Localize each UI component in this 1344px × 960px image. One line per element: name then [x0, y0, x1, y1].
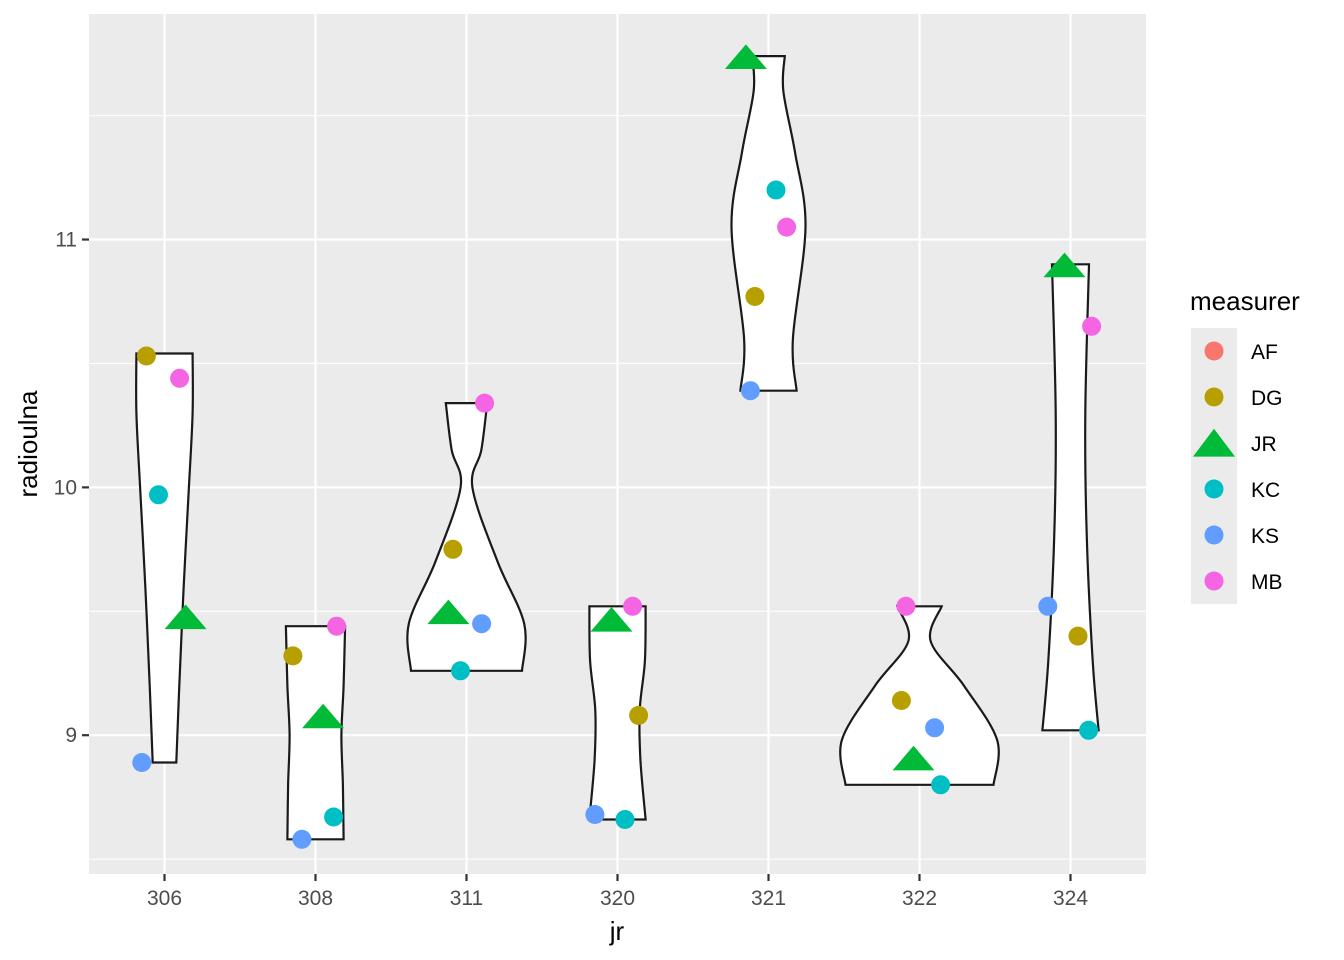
legend-symbol-JR: [1193, 428, 1235, 457]
x-axis: 306 308 311 320 321 322 324: [147, 874, 1088, 910]
legend-label-MB: MB: [1251, 571, 1283, 594]
x-tick-label: 308: [298, 887, 333, 910]
point-MB-311: [475, 393, 495, 413]
legend-label-DG: DG: [1251, 387, 1283, 410]
point-MB-324: [1082, 316, 1102, 336]
point-KC-306: [149, 485, 168, 505]
x-tick-label: 324: [1053, 887, 1088, 910]
x-tick-label: 322: [902, 887, 937, 910]
x-tick-label: 320: [600, 887, 635, 910]
violin-320: [588, 605, 647, 821]
point-KS-306: [132, 753, 152, 772]
legend-label-KS: KS: [1251, 525, 1279, 548]
point-layer: [132, 44, 1102, 849]
legend: measurer AF DG JR KC KS MB: [1190, 286, 1300, 604]
y-tick-label: 10: [54, 476, 77, 499]
point-KS-324: [1038, 596, 1058, 616]
point-JR-306: [164, 604, 207, 630]
violin-308: [284, 625, 347, 841]
point-KS-311: [472, 614, 492, 634]
point-JR-320: [590, 607, 633, 632]
x-tick-label: 306: [147, 887, 182, 910]
point-KC-322: [931, 775, 951, 795]
point-KC-311: [451, 661, 470, 681]
point-MB-306: [170, 368, 190, 388]
legend-symbol-MB: [1204, 571, 1224, 591]
point-MB-308: [327, 616, 347, 636]
point-DG-324: [1068, 626, 1088, 646]
point-KS-321: [740, 381, 760, 401]
y-axis-title: radioulna: [13, 390, 43, 498]
legend-label-AF: AF: [1251, 341, 1278, 364]
point-MB-322: [896, 596, 916, 616]
legend-symbol-AF: [1204, 341, 1224, 361]
point-KS-320: [585, 805, 605, 824]
point-JR-322: [892, 745, 935, 771]
point-DG-321: [745, 287, 765, 306]
point-JR-308: [302, 703, 345, 729]
point-KC-321: [766, 180, 786, 200]
point-MB-320: [623, 596, 643, 616]
point-KC-324: [1079, 720, 1099, 740]
y-tick-label: 11: [55, 229, 77, 252]
point-JR-324: [1043, 252, 1086, 278]
point-KS-308: [292, 829, 312, 849]
legend-symbol-KC: [1204, 479, 1224, 499]
x-tick-label: 311: [450, 887, 483, 910]
point-KC-308: [324, 807, 344, 827]
point-DG-308: [283, 646, 303, 666]
point-DG-306: [136, 346, 156, 366]
legend-symbol-DG: [1204, 387, 1224, 407]
legend-symbol-KS: [1204, 525, 1224, 545]
legend-keys: AF DG JR KC KS MB: [1191, 328, 1283, 604]
point-KC-320: [615, 810, 635, 829]
x-axis-title: jr: [609, 916, 625, 946]
y-axis: 9 10 11: [54, 229, 89, 747]
point-JR-321: [724, 44, 767, 69]
legend-label-JR: JR: [1251, 433, 1277, 456]
legend-label-KC: KC: [1251, 479, 1280, 502]
y-tick-label: 9: [65, 724, 77, 747]
point-JR-311: [427, 599, 470, 625]
point-DG-311: [443, 539, 463, 559]
legend-title: measurer: [1190, 286, 1300, 316]
point-DG-322: [891, 691, 911, 710]
point-MB-321: [777, 217, 797, 237]
point-KS-322: [925, 718, 945, 738]
x-tick-label: 321: [751, 887, 786, 910]
point-DG-320: [629, 705, 649, 725]
violin-layer: [135, 55, 1100, 841]
violin-311: [406, 402, 527, 672]
